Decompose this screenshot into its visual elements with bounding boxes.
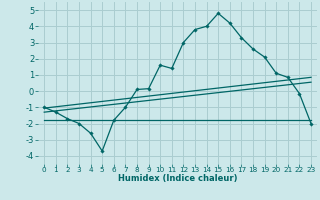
- X-axis label: Humidex (Indice chaleur): Humidex (Indice chaleur): [118, 174, 237, 183]
